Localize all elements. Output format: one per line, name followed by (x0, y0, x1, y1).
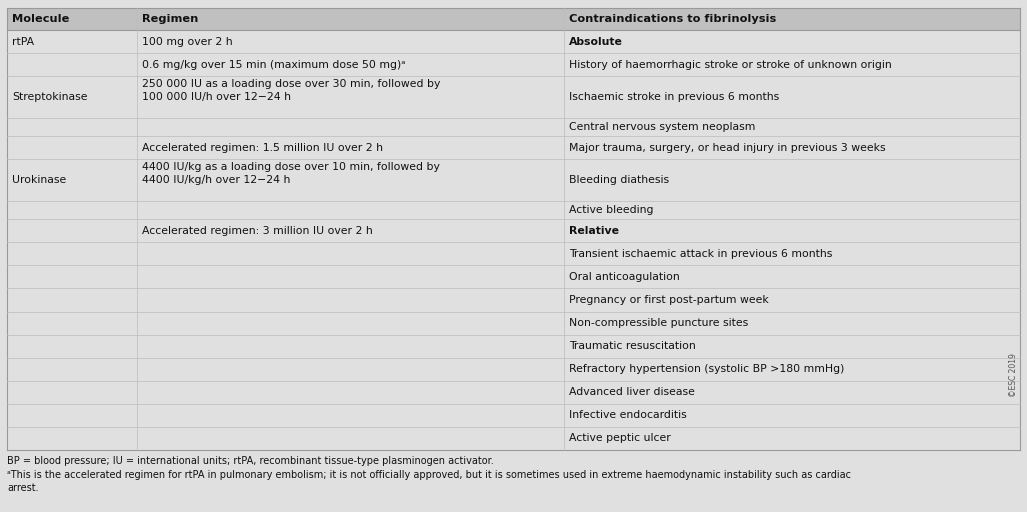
Text: Ischaemic stroke in previous 6 months: Ischaemic stroke in previous 6 months (569, 92, 779, 102)
Text: Active bleeding: Active bleeding (569, 205, 653, 215)
Text: Accelerated regimen: 1.5 million IU over 2 h: Accelerated regimen: 1.5 million IU over… (142, 143, 383, 153)
Text: BP = blood pressure; IU = international units; rtPA, recombinant tissue-type pla: BP = blood pressure; IU = international … (7, 456, 494, 466)
Text: Pregnancy or first post-partum week: Pregnancy or first post-partum week (569, 295, 769, 305)
Text: Streptokinase: Streptokinase (12, 92, 87, 102)
Text: ©ESC 2019: ©ESC 2019 (1009, 353, 1018, 397)
Text: Transient ischaemic attack in previous 6 months: Transient ischaemic attack in previous 6… (569, 249, 833, 259)
Text: Non-compressible puncture sites: Non-compressible puncture sites (569, 318, 749, 328)
Text: Relative: Relative (569, 226, 619, 236)
Text: 100 mg over 2 h: 100 mg over 2 h (142, 36, 232, 47)
Text: ᵃThis is the accelerated regimen for rtPA in pulmonary embolism; it is not offic: ᵃThis is the accelerated regimen for rtP… (7, 470, 851, 480)
Text: arrest.: arrest. (7, 483, 39, 493)
Text: 250 000 IU as a loading dose over 30 min, followed by
100 000 IU/h over 12−24 h: 250 000 IU as a loading dose over 30 min… (142, 79, 440, 102)
Text: Major trauma, surgery, or head injury in previous 3 weeks: Major trauma, surgery, or head injury in… (569, 143, 885, 153)
Text: Contraindications to fibrinolysis: Contraindications to fibrinolysis (569, 14, 776, 24)
Text: Refractory hypertension (systolic BP >180 mmHg): Refractory hypertension (systolic BP >18… (569, 364, 844, 374)
Text: Advanced liver disease: Advanced liver disease (569, 387, 695, 397)
Text: Active peptic ulcer: Active peptic ulcer (569, 434, 671, 443)
Text: Traumatic resuscitation: Traumatic resuscitation (569, 341, 696, 351)
Text: Urokinase: Urokinase (12, 175, 67, 185)
Text: Regimen: Regimen (142, 14, 198, 24)
Text: Absolute: Absolute (569, 36, 623, 47)
Text: Accelerated regimen: 3 million IU over 2 h: Accelerated regimen: 3 million IU over 2… (142, 226, 373, 236)
Text: Bleeding diathesis: Bleeding diathesis (569, 175, 670, 185)
Text: Infective endocarditis: Infective endocarditis (569, 411, 687, 420)
Text: Central nervous system neoplasm: Central nervous system neoplasm (569, 122, 756, 132)
Text: 4400 IU/kg as a loading dose over 10 min, followed by
4400 IU/kg/h over 12−24 h: 4400 IU/kg as a loading dose over 10 min… (142, 162, 440, 185)
Text: Molecule: Molecule (12, 14, 70, 24)
Bar (7, 8, 1020, 450)
Text: Oral anticoagulation: Oral anticoagulation (569, 272, 680, 282)
Text: rtPA: rtPA (12, 36, 34, 47)
Text: History of haemorrhagic stroke or stroke of unknown origin: History of haemorrhagic stroke or stroke… (569, 59, 891, 70)
Text: 0.6 mg/kg over 15 min (maximum dose 50 mg)ᵃ: 0.6 mg/kg over 15 min (maximum dose 50 m… (142, 59, 406, 70)
Bar (7, 8, 1020, 30)
